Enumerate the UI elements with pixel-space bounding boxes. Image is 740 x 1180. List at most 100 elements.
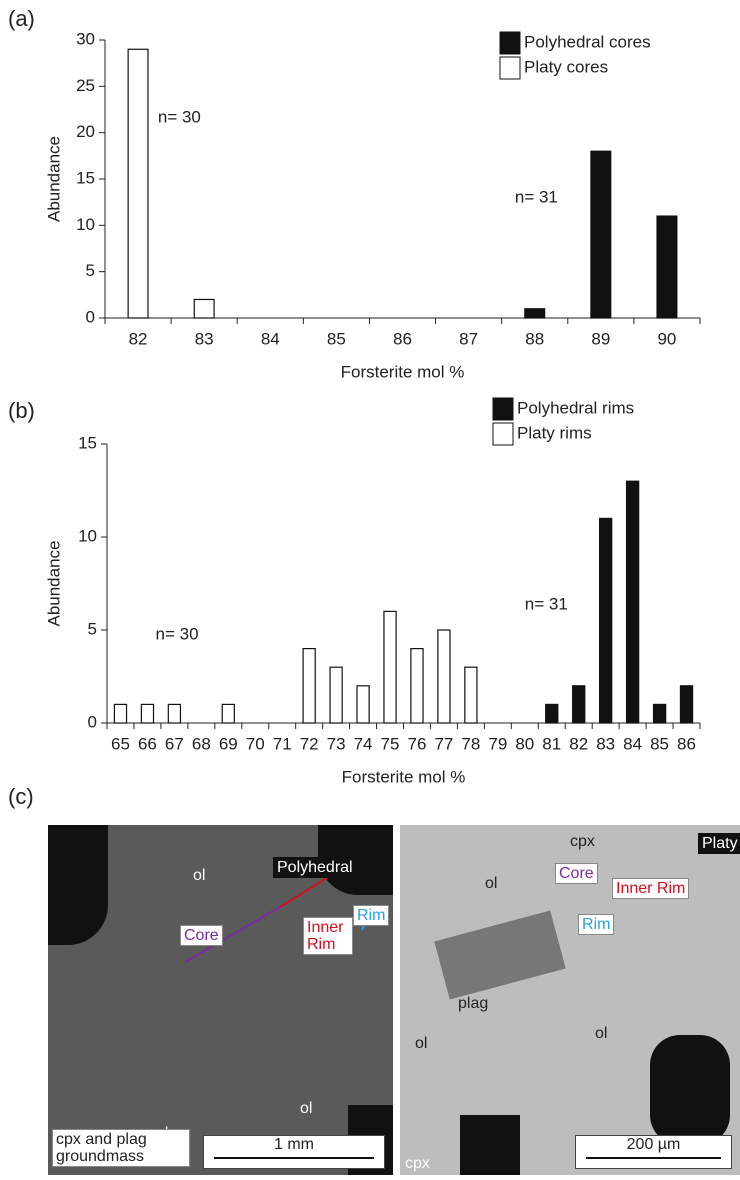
legend-swatch	[492, 422, 514, 446]
legend-swatch	[492, 397, 514, 421]
bar	[410, 647, 424, 724]
bar	[625, 480, 640, 724]
x-tick-label: 84	[261, 329, 280, 348]
bar	[545, 703, 559, 724]
panel-label: (b)	[8, 398, 35, 423]
bar	[524, 308, 546, 319]
y-tick-label: 25	[76, 76, 95, 95]
bar	[113, 703, 128, 724]
x-tick-label: 81	[542, 734, 561, 753]
x-tick-label: 74	[354, 734, 373, 753]
image-label: Core	[180, 925, 223, 946]
x-tick-label: 84	[623, 734, 642, 753]
annotation: n= 30	[156, 624, 199, 643]
x-tick-label: 73	[327, 734, 346, 753]
x-tick-label: 72	[300, 734, 319, 753]
panel-label: (c)	[8, 784, 34, 809]
image-label: Inner Rim	[612, 878, 690, 899]
image-label: ol	[415, 1035, 428, 1052]
image-label: ol	[193, 867, 206, 884]
x-tick-label: 90	[657, 329, 676, 348]
bar	[464, 666, 478, 724]
x-tick-label: 86	[677, 734, 696, 753]
x-tick-label: 68	[192, 734, 211, 753]
image-label: cpx and plag groundmass	[52, 1129, 190, 1167]
x-tick-label: 78	[461, 734, 480, 753]
scale-bar-line	[586, 1157, 721, 1159]
x-tick-label: 71	[273, 734, 292, 753]
image-label: Rim	[353, 905, 390, 926]
x-tick-label: 77	[434, 734, 453, 753]
y-tick-label: 10	[78, 526, 97, 545]
micrograph: Platy cpx ol Core Inner Rim Rim plag ol ol cpx 200…	[400, 825, 740, 1175]
x-tick-label: 82	[129, 329, 148, 348]
scale-bar-label: 200 µm	[626, 1136, 681, 1153]
bar	[572, 685, 586, 724]
legend-label: Platy cores	[524, 57, 608, 76]
legend-label: Polyhedral cores	[524, 32, 651, 51]
bar	[140, 703, 155, 724]
y-tick-label: 15	[78, 433, 97, 452]
bar	[167, 703, 182, 724]
y-axis-label: Abundance	[44, 136, 63, 222]
image-label: cpx	[570, 833, 595, 850]
image-label: ol	[595, 1025, 608, 1042]
x-tick-label: 83	[195, 329, 214, 348]
image-label: Inner Rim	[303, 917, 353, 955]
scale-bar: 200 µm	[575, 1135, 732, 1169]
image-label: Rim	[578, 914, 615, 935]
image-label: cpx	[405, 1155, 430, 1172]
legend-label: Platy rims	[517, 423, 592, 442]
image-label: Platy	[698, 833, 740, 854]
scale-bar-line	[214, 1157, 374, 1159]
legend-swatch	[499, 31, 521, 55]
legend-label: Polyhedral rims	[517, 398, 634, 417]
x-tick-label: 67	[165, 734, 184, 753]
bar	[679, 685, 694, 724]
bar	[656, 215, 678, 319]
panel-label: (a)	[8, 6, 35, 31]
bar	[590, 150, 612, 319]
scale-bar: 1 mm	[203, 1135, 385, 1169]
y-tick-label: 5	[86, 261, 95, 280]
y-tick-label: 15	[76, 168, 95, 187]
image-label: ol	[300, 1100, 313, 1117]
bar	[437, 629, 451, 724]
x-tick-label: 65	[111, 734, 130, 753]
x-axis-label: Forsterite mol %	[341, 362, 465, 381]
y-tick-label: 0	[88, 712, 97, 731]
x-tick-label: 87	[459, 329, 478, 348]
y-tick-label: 20	[76, 122, 95, 141]
image-label: ol	[485, 875, 498, 892]
bar	[383, 610, 397, 724]
x-tick-label: 85	[327, 329, 346, 348]
x-tick-label: 89	[591, 329, 610, 348]
image-label: Core	[555, 863, 598, 884]
image-label: plag	[458, 995, 489, 1012]
x-axis-label: Forsterite mol %	[342, 767, 466, 786]
x-tick-label: 70	[246, 734, 265, 753]
x-tick-label: 79	[488, 734, 507, 753]
annotation: n= 30	[158, 107, 201, 126]
legend-swatch	[499, 56, 521, 80]
x-tick-label: 82	[569, 734, 588, 753]
bar	[329, 666, 343, 724]
y-tick-label: 0	[86, 307, 95, 326]
bar	[221, 703, 235, 724]
bar	[127, 48, 149, 319]
bar	[652, 703, 667, 724]
x-tick-label: 83	[596, 734, 615, 753]
x-tick-label: 85	[650, 734, 669, 753]
x-tick-label: 88	[525, 329, 544, 348]
bar	[302, 647, 316, 724]
scale-bar-label: 1 mm	[274, 1136, 314, 1153]
y-tick-label: 5	[88, 619, 97, 638]
x-tick-label: 69	[219, 734, 238, 753]
bar	[356, 685, 370, 724]
y-axis-label: Abundance	[44, 540, 63, 626]
y-tick-label: 30	[76, 29, 95, 48]
bar	[598, 517, 613, 724]
